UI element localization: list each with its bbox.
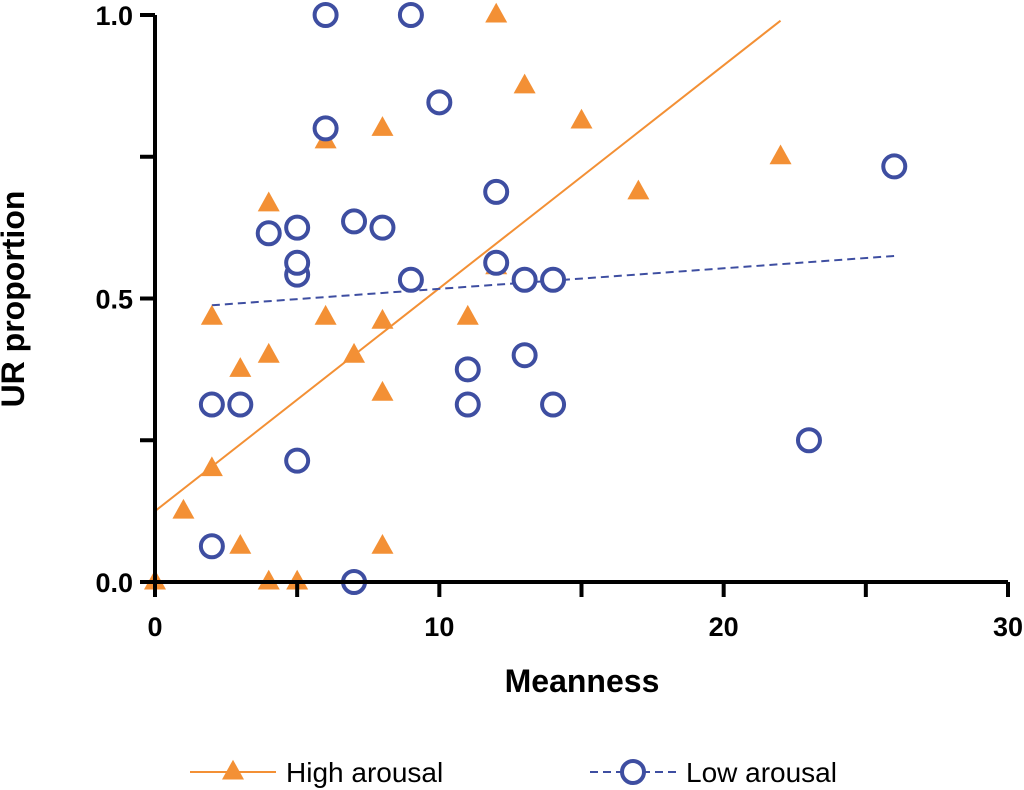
- data-point: [314, 304, 337, 325]
- y-tick-label: 1.0: [95, 1, 133, 31]
- data-point: [397, 266, 424, 293]
- data-point: [483, 249, 510, 276]
- data-point: [198, 391, 225, 418]
- data-point: [255, 220, 282, 247]
- legend-item-low-arousal: Low arousal: [590, 757, 837, 788]
- data-point: [257, 191, 280, 212]
- data-point: [286, 569, 309, 590]
- data-point: [483, 178, 510, 205]
- x-tick-label: 10: [424, 612, 454, 642]
- legend: High arousal Low arousal: [190, 757, 837, 788]
- data-point: [627, 179, 650, 200]
- data-point: [485, 2, 508, 23]
- trend-lines: [154, 19, 895, 512]
- legend-marker: [620, 759, 646, 785]
- data-point: [513, 73, 536, 94]
- data-point: [229, 534, 252, 554]
- trend-line-high-arousal: [154, 19, 782, 512]
- data-point: [769, 144, 792, 165]
- y-tick-label: 0.5: [95, 285, 133, 315]
- x-tick-label: 0: [147, 612, 162, 642]
- data-point: [540, 266, 567, 293]
- x-tick-label: 20: [709, 612, 739, 642]
- data-point: [284, 447, 311, 474]
- data-point: [312, 2, 339, 28]
- data-point: [795, 427, 822, 454]
- series-low-arousal: [198, 2, 908, 595]
- data-point: [454, 356, 481, 383]
- data-point: [257, 569, 280, 590]
- data-point: [540, 391, 567, 418]
- y-axis-title: UR proportion: [0, 191, 31, 408]
- data-point: [570, 108, 593, 129]
- data-points: [144, 2, 908, 595]
- data-point: [881, 153, 908, 180]
- data-point: [229, 357, 252, 377]
- data-point: [426, 89, 453, 116]
- data-point: [371, 116, 394, 136]
- x-tick-labels: 0 10 20 30: [147, 612, 1023, 642]
- data-point: [284, 214, 311, 241]
- axes: [140, 13, 1010, 597]
- legend-label: High arousal: [286, 757, 443, 788]
- data-point: [200, 456, 223, 477]
- data-point: [511, 266, 538, 293]
- series-high-arousal: [144, 2, 792, 590]
- x-tick-label: 30: [993, 612, 1023, 642]
- data-point: [200, 304, 223, 325]
- data-point: [172, 498, 195, 519]
- y-tick-labels: 0.0 0.5 1.0: [95, 1, 133, 598]
- data-point: [371, 380, 394, 401]
- data-point: [456, 304, 479, 325]
- data-point: [397, 2, 424, 28]
- data-point: [343, 342, 366, 363]
- data-point: [511, 342, 538, 369]
- data-point: [312, 115, 339, 142]
- data-point: [227, 391, 254, 418]
- data-point: [454, 391, 481, 418]
- legend-item-high-arousal: High arousal: [190, 757, 443, 788]
- y-tick-label: 0.0: [95, 568, 133, 598]
- data-point: [284, 249, 311, 276]
- legend-marker: [222, 759, 244, 780]
- data-point: [257, 342, 280, 363]
- data-point: [371, 308, 394, 329]
- data-point: [198, 533, 225, 560]
- data-point: [369, 214, 396, 241]
- data-point: [371, 534, 394, 554]
- legend-label: Low arousal: [686, 757, 837, 788]
- x-axis-title: Meanness: [505, 663, 660, 699]
- data-point: [341, 208, 368, 235]
